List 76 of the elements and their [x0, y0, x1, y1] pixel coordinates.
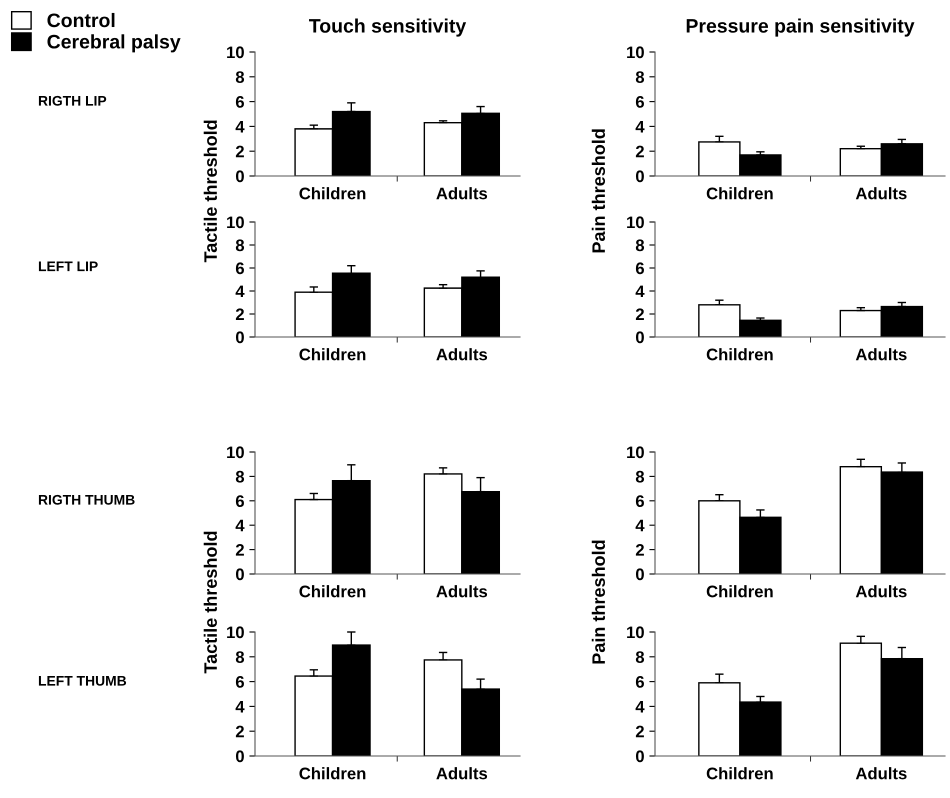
text: LEFT LIP: [38, 262, 98, 272]
x-tick-label: Adults: [856, 767, 907, 780]
y-tick-label: 6: [636, 676, 644, 688]
y-tick-label: 6: [236, 495, 244, 508]
x-tick-label: Children: [706, 348, 773, 360]
x-tick-label: Adults: [436, 767, 488, 780]
y-tick-label: 10: [227, 626, 244, 638]
y-tick-label: 8: [236, 239, 244, 252]
y-tick-label: 6: [636, 96, 644, 108]
chart-title: Pressure pain sensitivity: [686, 18, 914, 37]
x-tick-label: Adults: [436, 585, 488, 598]
y-tick-label: 0: [636, 568, 644, 580]
y-tick-label: 0: [636, 331, 644, 344]
y-tick-label: 10: [627, 446, 644, 458]
x-tick-label: Children: [706, 767, 773, 780]
y-tick-label: 10: [627, 216, 644, 228]
y-tick-label: 8: [636, 239, 644, 252]
y-tick-label: 4: [236, 520, 244, 532]
text: RIGTH THUMB: [38, 494, 135, 505]
y-tick-label: 8: [236, 651, 244, 664]
y-tick-label: 8: [636, 470, 644, 483]
y-tick-label: 2: [636, 544, 644, 556]
y-tick-label: 6: [636, 495, 644, 508]
y-axis-title: Pain threshold: [592, 540, 606, 664]
y-axis-title: Tactile threshold: [204, 532, 217, 674]
y-tick-label: 4: [236, 286, 244, 298]
y-tick-label: 6: [236, 96, 244, 108]
x-tick-label: Adults: [856, 348, 907, 360]
y-tick-label: 2: [236, 308, 244, 320]
y-tick-label: 10: [227, 46, 244, 58]
x-tick-label: Adults: [436, 348, 488, 360]
y-tick-label: 8: [636, 71, 644, 84]
y-tick-label: 8: [236, 71, 244, 84]
y-tick-label: 2: [636, 726, 644, 738]
y-tick-label: 0: [236, 170, 244, 182]
y-tick-label: 10: [627, 626, 644, 638]
y-axis-title: Tactile threshold: [204, 120, 217, 262]
y-tick-label: 2: [636, 146, 644, 158]
y-tick-label: 0: [236, 750, 244, 762]
y-tick-label: 8: [636, 651, 644, 664]
y-tick-label: 6: [236, 676, 244, 688]
y-tick-label: 2: [236, 726, 244, 738]
y-tick-label: 2: [636, 308, 644, 320]
y-tick-label: 0: [236, 568, 244, 580]
y-tick-label: 2: [236, 146, 244, 158]
y-tick-label: 0: [236, 331, 244, 344]
x-tick-label: Children: [706, 187, 773, 200]
y-tick-label: 4: [636, 700, 644, 712]
y-tick-label: 8: [236, 470, 244, 483]
y-tick-label: 2: [236, 544, 244, 556]
x-tick-label: Children: [299, 348, 366, 360]
legend-label: Control: [47, 12, 114, 28]
x-tick-label: Children: [706, 585, 773, 598]
y-tick-label: 6: [236, 262, 244, 274]
y-tick-label: 6: [636, 262, 644, 274]
chart-title: Touch sensitivity: [309, 18, 466, 37]
y-tick-label: 10: [227, 446, 244, 458]
x-tick-label: Adults: [856, 585, 907, 598]
text: RIGTH LIP: [38, 96, 106, 106]
x-tick-label: Adults: [436, 187, 488, 200]
y-tick-label: 10: [627, 46, 644, 58]
x-tick-label: Children: [299, 767, 366, 780]
y-tick-label: 0: [636, 170, 644, 182]
y-tick-label: 4: [636, 520, 644, 532]
x-tick-label: Children: [299, 585, 366, 598]
x-tick-label: Adults: [856, 187, 907, 200]
y-tick-label: 4: [236, 700, 244, 712]
y-tick-label: 10: [227, 216, 244, 228]
x-tick-label: Children: [299, 187, 366, 200]
text: LEFT THUMB: [38, 676, 126, 686]
y-tick-label: 0: [636, 750, 644, 762]
y-axis-title: Pain threshold: [592, 129, 606, 252]
legend-label: Cerebral palsy: [47, 34, 181, 52]
y-tick-label: 4: [636, 286, 644, 298]
y-tick-label: 4: [236, 120, 244, 132]
y-tick-label: 4: [636, 120, 644, 132]
